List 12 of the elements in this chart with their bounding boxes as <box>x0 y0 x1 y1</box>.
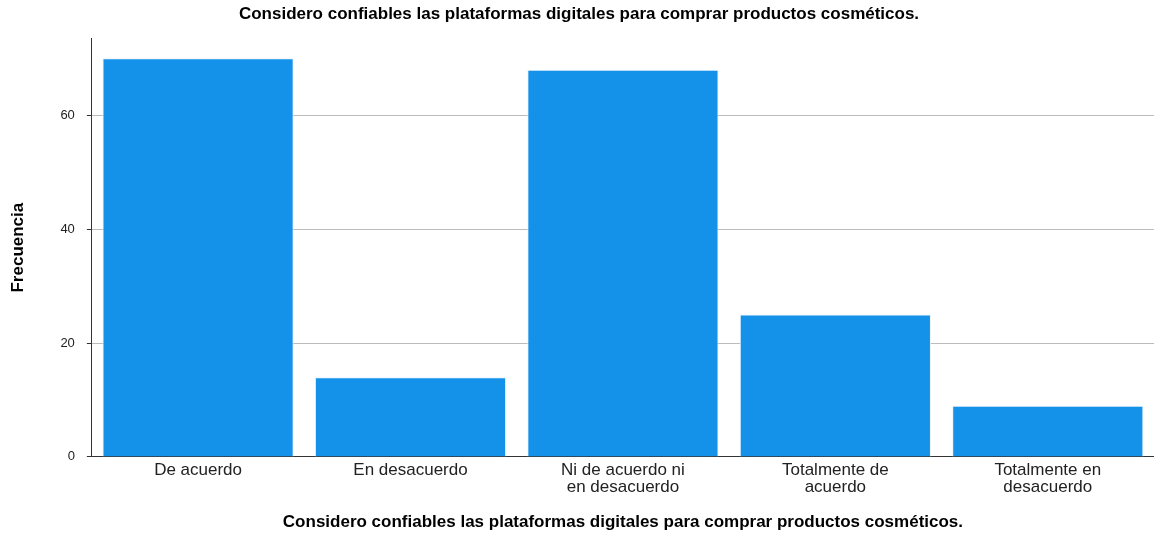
y-axis-title: Frecuencia <box>7 202 27 293</box>
x-tick-label: Totalmente en desacuerdo <box>994 459 1102 497</box>
x-axis-title: Considero confiables las plataformas digitales para comprar productos cosméticos. <box>282 512 964 532</box>
y-tick-label: 60 <box>60 106 75 122</box>
y-tick-label: 40 <box>60 220 75 236</box>
x-tick-label: En desacuerdo <box>353 459 468 479</box>
x-tick-label: Ni de acuerdo ni en desacuerdo <box>561 459 685 497</box>
x-tick-label: Totalmente de acuerdo <box>781 459 889 497</box>
y-tick-label: 20 <box>60 334 75 350</box>
x-tick-label: De acuerdo <box>154 459 243 479</box>
y-tick-label: 0 <box>67 448 75 464</box>
chart-title: Considero confiables las plataformas digitales para comprar productos cosméticos. <box>238 3 920 23</box>
